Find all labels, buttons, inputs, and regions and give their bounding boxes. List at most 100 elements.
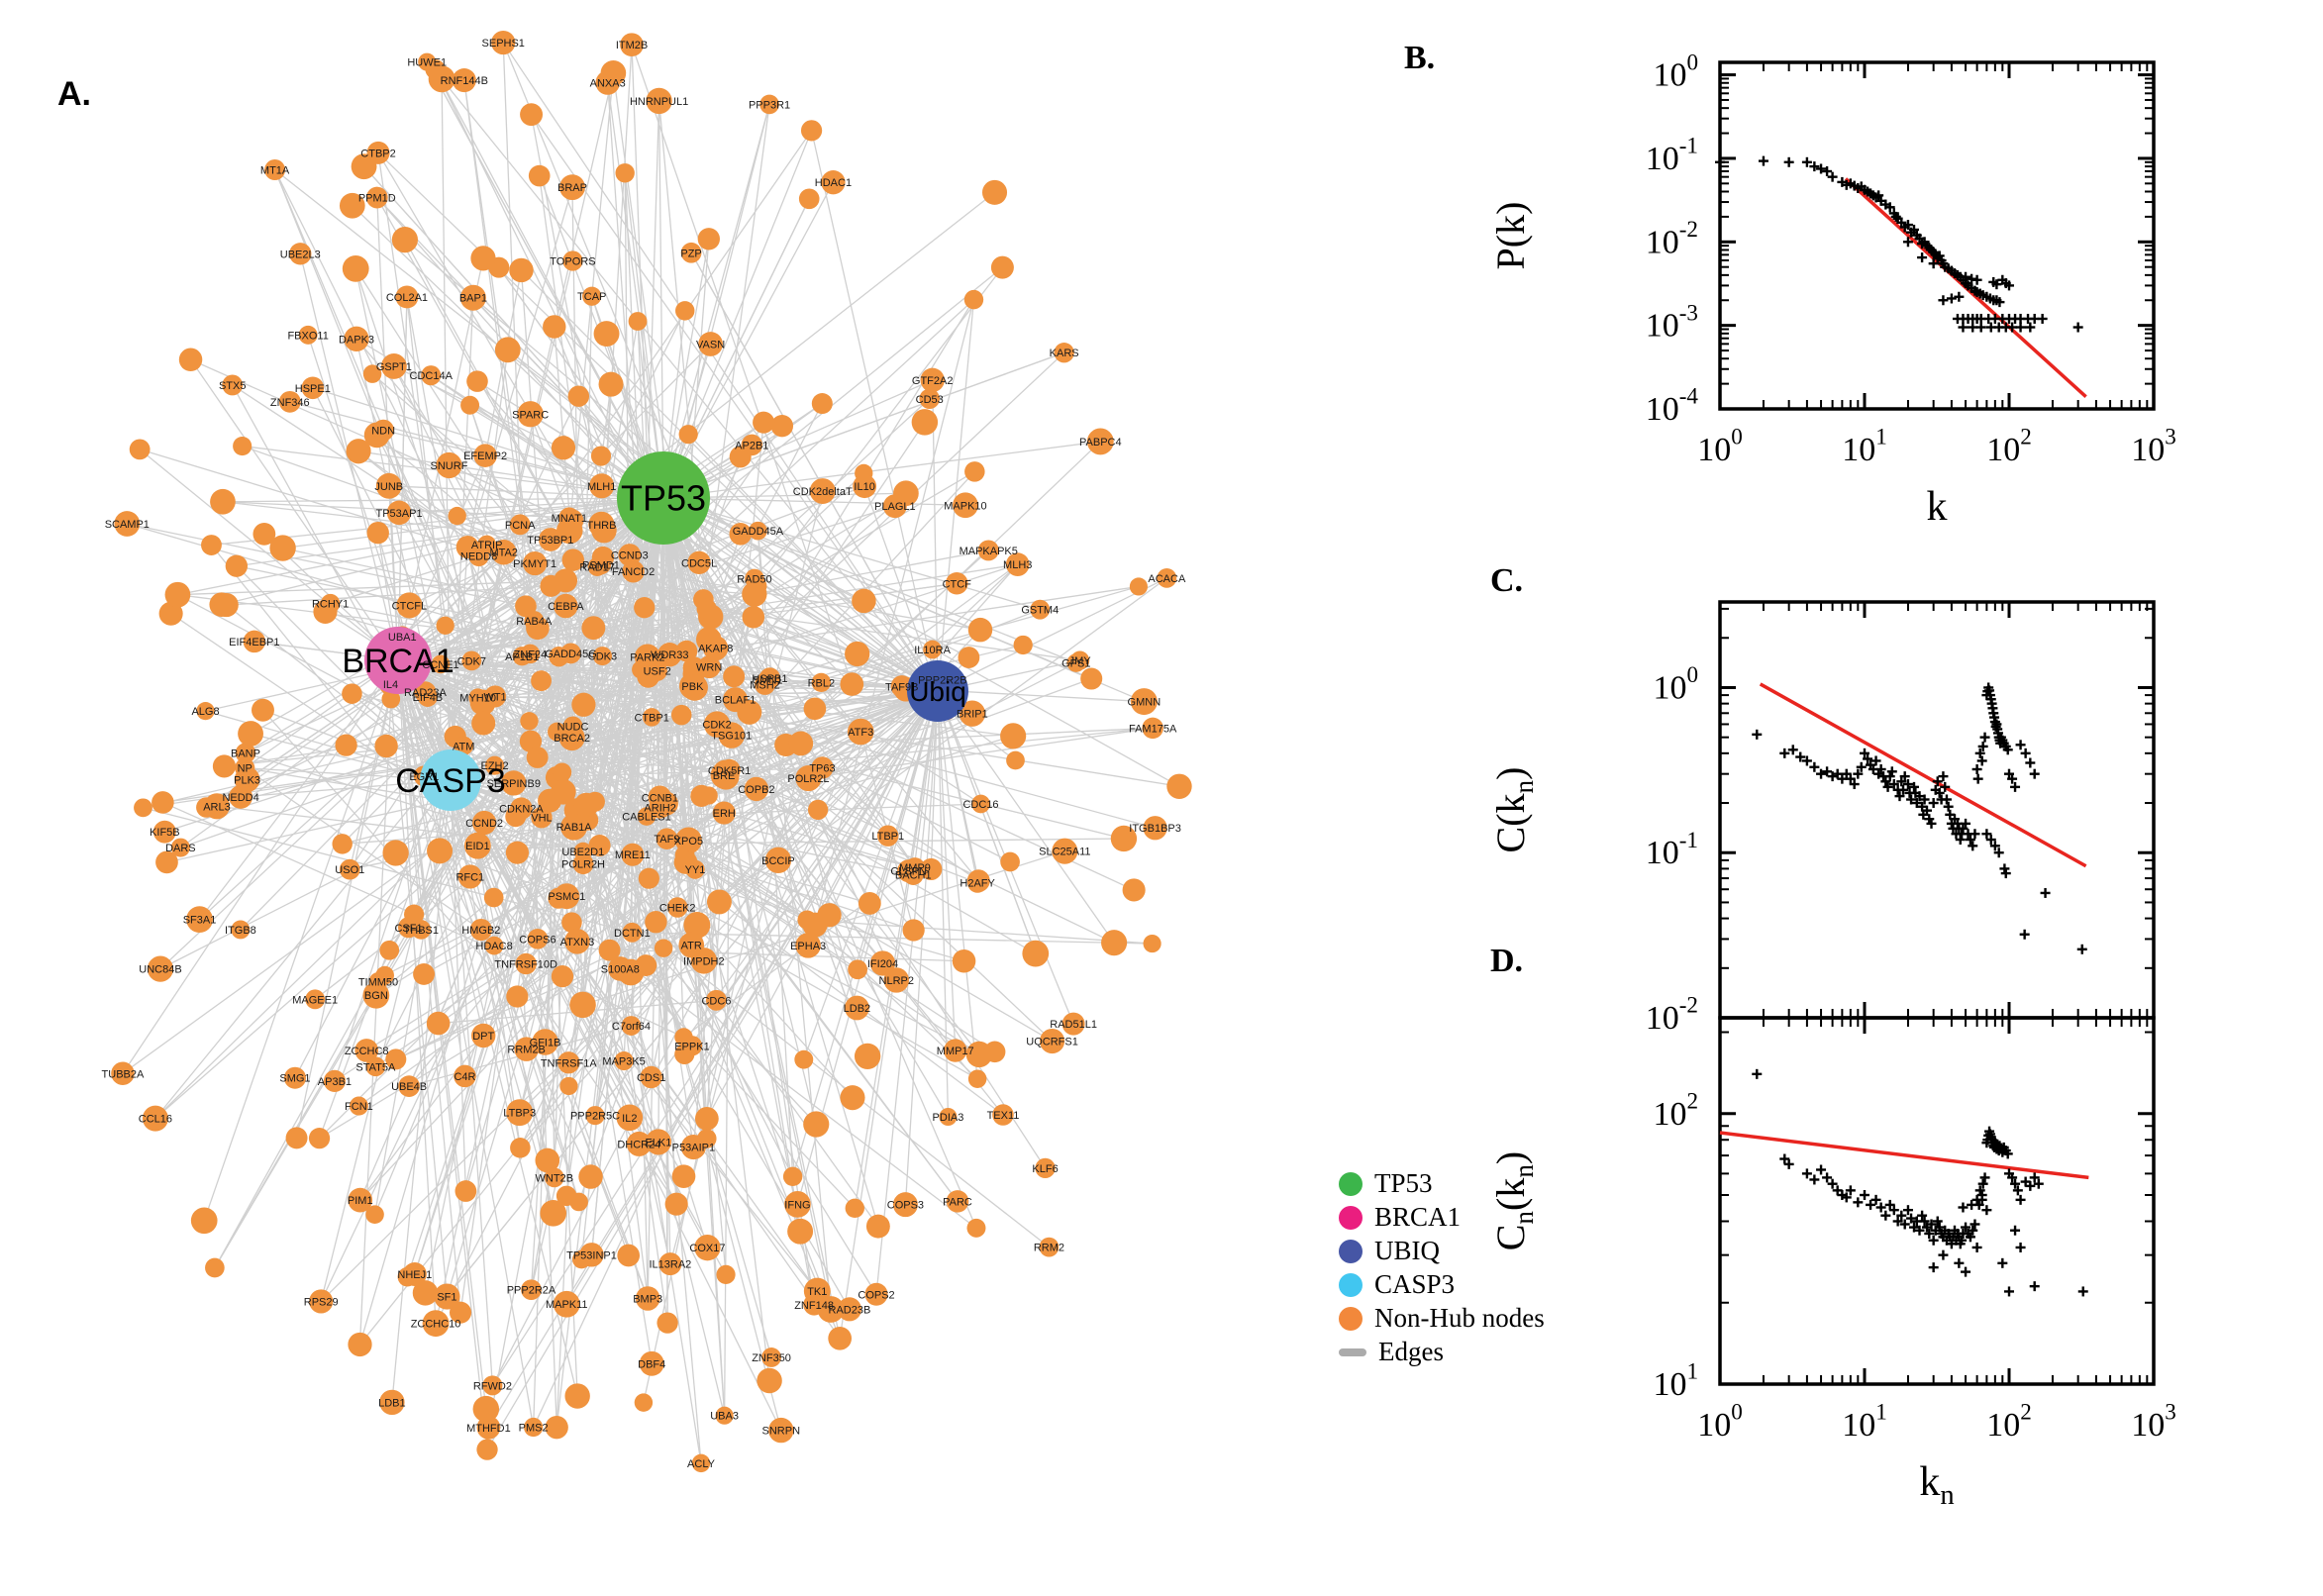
- svg-text:CDC16: CDC16: [962, 799, 998, 811]
- network-node: [635, 1286, 660, 1311]
- svg-text:SEPHS1: SEPHS1: [482, 38, 525, 50]
- network-node: [837, 1297, 861, 1322]
- network-node: [670, 704, 692, 726]
- network-node: [362, 981, 390, 1009]
- network-node: [616, 1104, 644, 1132]
- svg-text:IMPDH2: IMPDH2: [683, 955, 725, 967]
- network-node: [396, 592, 423, 619]
- network-node: [675, 827, 702, 854]
- network-node: [666, 897, 688, 918]
- network-node: [531, 670, 552, 692]
- svg-text:IL2: IL2: [622, 1113, 637, 1125]
- network-node: [505, 841, 529, 864]
- svg-text:RFWD2: RFWD2: [473, 1380, 512, 1392]
- network-node: [332, 834, 353, 854]
- svg-text:ZNF346: ZNF346: [270, 397, 310, 409]
- svg-text:DPT: DPT: [472, 1031, 494, 1043]
- svg-text:H2AFY: H2AFY: [960, 878, 995, 890]
- network-node: [845, 641, 870, 667]
- svg-text:UBE2L3: UBE2L3: [280, 249, 321, 260]
- svg-text:EPHA3: EPHA3: [790, 941, 826, 952]
- network-node: [696, 598, 717, 620]
- svg-text:PCNA: PCNA: [505, 520, 536, 532]
- network-node: [527, 929, 549, 949]
- network-node: [1000, 851, 1020, 872]
- network-node: [483, 887, 504, 908]
- svg-text:ZNF148: ZNF148: [794, 1300, 834, 1312]
- svg-text:RAB1A: RAB1A: [556, 822, 593, 834]
- network-node: [1039, 1237, 1060, 1257]
- legend-item-tp53: TP53: [1339, 1170, 1545, 1197]
- svg-text:P53AIP1: P53AIP1: [672, 1143, 715, 1154]
- network-node: [645, 910, 667, 934]
- network-node: [742, 581, 767, 607]
- legend-node-swatch-icon: [1339, 1239, 1363, 1263]
- network-node: [634, 1393, 654, 1412]
- svg-text:ZCCHC8: ZCCHC8: [345, 1046, 389, 1057]
- svg-text:GADD45A: GADD45A: [733, 526, 784, 538]
- network-node: [919, 388, 940, 410]
- network-node: [431, 654, 451, 674]
- svg-text:PLK3: PLK3: [234, 774, 260, 786]
- network-node: [554, 883, 580, 910]
- svg-text:NUDC: NUDC: [557, 721, 589, 733]
- svg-text:ZCCHC10: ZCCHC10: [411, 1319, 461, 1331]
- network-node: [235, 743, 256, 763]
- svg-text:CDC14A: CDC14A: [410, 370, 454, 382]
- svg-text:EPPK1: EPPK1: [674, 1041, 709, 1052]
- svg-text:ARL3: ARL3: [203, 801, 231, 813]
- svg-text:IFI204: IFI204: [867, 958, 898, 970]
- network-node: [637, 665, 660, 688]
- svg-text:ZNF24: ZNF24: [514, 648, 548, 660]
- svg-text:EFEMP2: EFEMP2: [463, 450, 507, 462]
- svg-text:ZNF350: ZNF350: [752, 1352, 791, 1364]
- svg-text:POLR2H: POLR2H: [561, 859, 605, 871]
- svg-text:CEBPA: CEBPA: [548, 601, 584, 613]
- network-node: [657, 643, 682, 667]
- network-node: [569, 991, 596, 1019]
- network-node: [588, 834, 611, 856]
- network-node: [691, 1453, 711, 1473]
- network-node: [567, 385, 590, 407]
- network-node: [564, 928, 590, 954]
- network-node: [214, 592, 239, 618]
- network-node: [283, 1066, 307, 1089]
- network-node: [553, 1290, 580, 1318]
- svg-text:XPO5: XPO5: [674, 836, 703, 848]
- network-node: [981, 179, 1008, 205]
- network-node: [1013, 635, 1033, 655]
- svg-text:DAPK3: DAPK3: [339, 334, 374, 346]
- svg-text:AP3B1: AP3B1: [318, 1076, 352, 1088]
- svg-text:PPM1D: PPM1D: [358, 193, 396, 205]
- network-node: [654, 939, 673, 957]
- network-panel: ZNF24 C7orf64 USF2 CDC6 S100A8 BCCIP CCNB1 CDK3…: [102, 30, 1192, 1473]
- svg-text:RNF144B: RNF144B: [441, 75, 488, 87]
- svg-text:P(k): P(k): [1488, 202, 1533, 270]
- network-node: [622, 559, 645, 583]
- svg-text:CDC5L: CDC5L: [681, 557, 717, 569]
- network-node: [902, 919, 925, 942]
- svg-text:MSH2: MSH2: [750, 679, 780, 691]
- network-node: [1052, 838, 1078, 864]
- network-node: [543, 315, 566, 339]
- network-node: [817, 903, 842, 928]
- svg-text:103: 103: [2131, 425, 2176, 468]
- network-node: [418, 52, 437, 71]
- network-node: [593, 321, 620, 348]
- network-node: [164, 581, 191, 608]
- panel-b-label: B.: [1404, 40, 1436, 76]
- legend-item-ubiq: UBIQ: [1339, 1238, 1545, 1264]
- network-node: [506, 1099, 534, 1127]
- network-node: [448, 506, 466, 526]
- network-node: [811, 756, 834, 779]
- network-node: [706, 889, 732, 915]
- svg-text:UBA3: UBA3: [710, 1411, 739, 1423]
- svg-text:CDC6: CDC6: [701, 995, 731, 1007]
- svg-text:MT1A: MT1A: [260, 165, 290, 177]
- network-node: [742, 605, 765, 629]
- network-node: [549, 647, 569, 667]
- network-node: [628, 312, 648, 331]
- svg-text:WDR33: WDR33: [651, 649, 689, 661]
- network-node: [723, 687, 749, 713]
- svg-text:GSTM4: GSTM4: [1021, 605, 1059, 617]
